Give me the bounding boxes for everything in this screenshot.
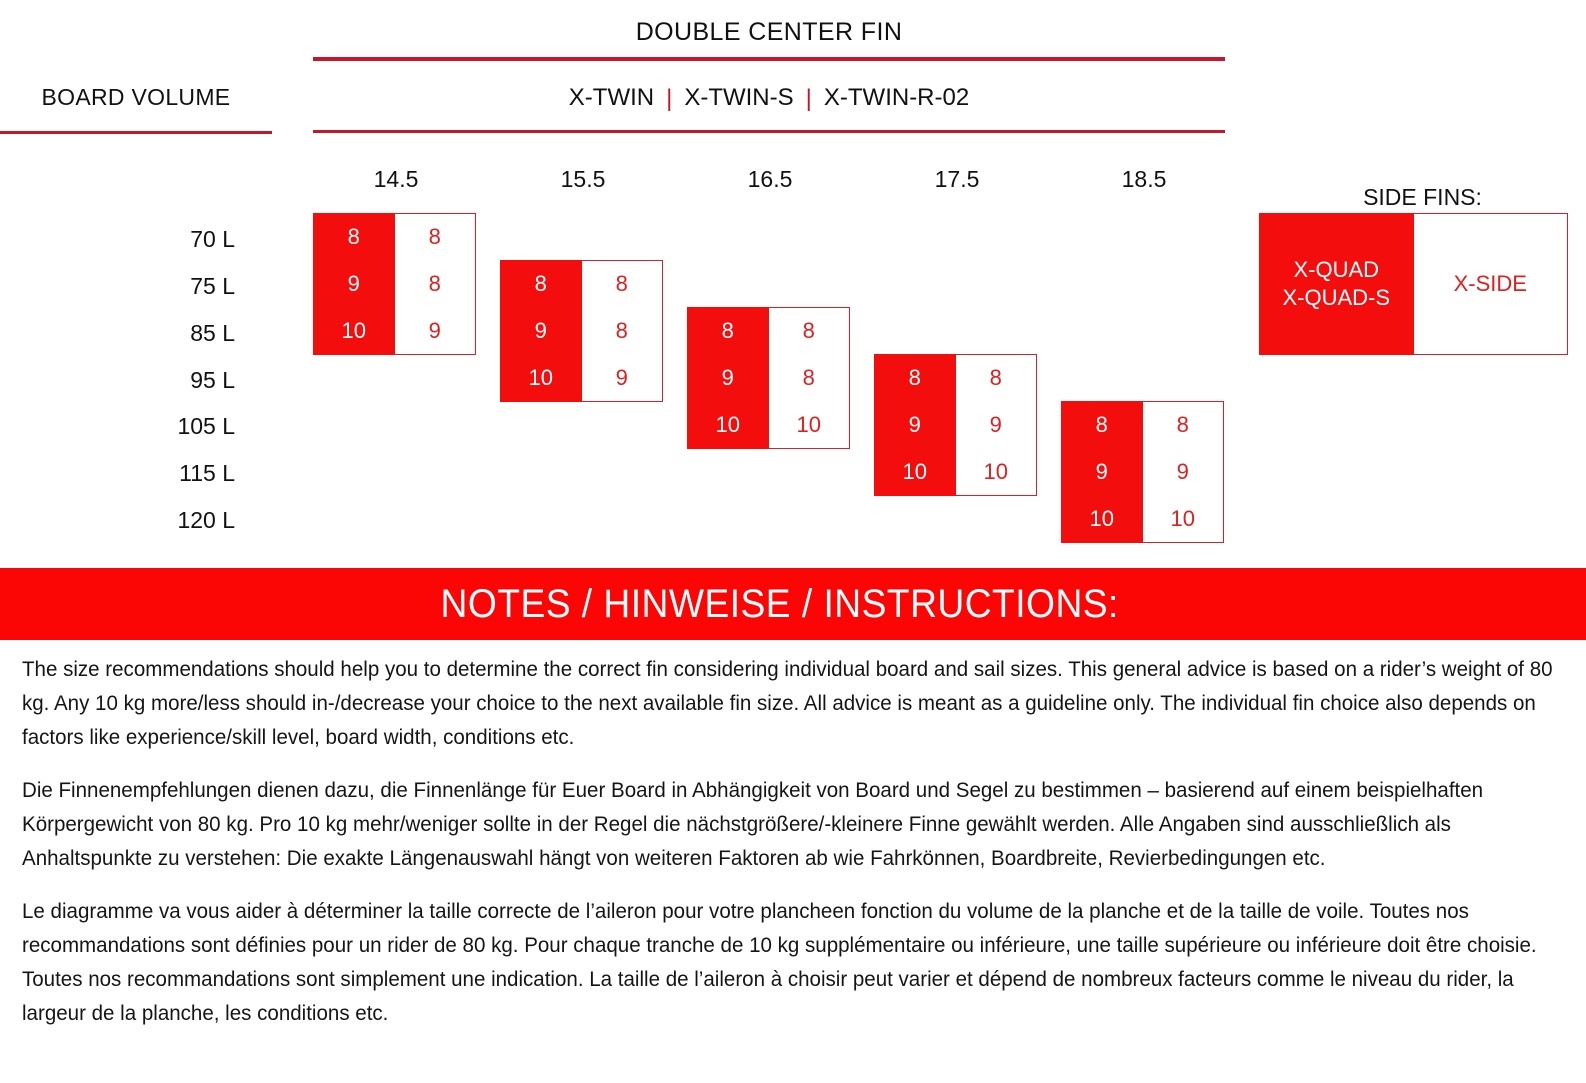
column-header-18-5: 18.5: [1121, 166, 1167, 192]
column-header-17-5: 17.5: [934, 166, 980, 192]
fin-cell: 10: [1170, 505, 1195, 531]
notes-body: The size recommendations should help you…: [22, 652, 1562, 1049]
fin-block-16-5-quad-column: 8 9 10: [687, 307, 769, 449]
fin-cell: 8: [1176, 412, 1189, 438]
fin-block-18-5-side-column: 8 9 10: [1142, 401, 1224, 543]
fin-cell: 8: [721, 318, 734, 344]
fin-cell: 10: [796, 411, 821, 437]
row-label-120l: 120 L: [177, 507, 235, 533]
board-volume-rule: [0, 131, 272, 134]
fin-cell: 8: [802, 365, 815, 390]
fin-cell: 9: [1095, 459, 1108, 484]
fin-model-list: X-TWIN | X-TWIN-S | X-TWIN-R-02: [313, 84, 1225, 112]
fin-cell: 9: [1176, 459, 1189, 484]
legend-side-half: X-SIDE: [1413, 213, 1568, 355]
notes-paragraph-french: Le diagramme va vous aider à déterminer …: [22, 899, 1537, 1025]
fin-block-18-5-quad-column: 8 9 10: [1061, 401, 1143, 543]
legend-quad-label-2: X-QUAD-S: [1282, 285, 1391, 310]
fin-block-14-5-side-column: 8 8 9: [394, 213, 476, 355]
fin-cell: 9: [908, 412, 921, 437]
fin-cell: 8: [347, 224, 360, 250]
side-fins-label: SIDE FINS:: [1363, 184, 1482, 210]
fin-cell: 9: [428, 317, 441, 343]
fin-model-x-twin-s: X-TWIN-S: [684, 84, 794, 111]
column-header-15-5: 15.5: [560, 166, 606, 192]
row-label-75l: 75 L: [190, 273, 235, 299]
notes-paragraph-english: The size recommendations should help you…: [22, 657, 1553, 749]
fin-block-15-5[interactable]: 8 9 10 8 8 9: [500, 260, 663, 402]
fin-cell: 10: [341, 317, 366, 343]
board-volume-title: BOARD VOLUME: [41, 84, 231, 110]
fin-cell: 8: [908, 365, 921, 391]
fin-model-x-twin: X-TWIN: [568, 84, 655, 111]
legend-side-label: X-SIDE: [1453, 270, 1527, 296]
side-fins-legend: X-QUAD X-QUAD-S X-SIDE: [1259, 213, 1568, 355]
fin-size-chart: DOUBLE CENTER FIN X-TWIN | X-TWIN-S | X-TWIN…: [0, 18, 1568, 543]
double-center-fin-rule-bottom: [313, 130, 1225, 133]
column-header-16-5: 16.5: [747, 166, 793, 192]
column-header-14-5: 14.5: [373, 166, 419, 192]
fin-cell: 10: [1089, 505, 1114, 531]
legend-quad-label-1: X-QUAD: [1293, 256, 1380, 282]
notes-paragraph-german: Die Finnenempfehlungen dienen dazu, die …: [22, 778, 1484, 870]
fin-cell: 9: [721, 365, 734, 390]
fin-block-17-5-side-column: 8 9 10: [955, 354, 1037, 496]
fin-block-17-5[interactable]: 8 9 10 8 9 10: [874, 354, 1037, 496]
row-label-95l: 95 L: [190, 367, 235, 393]
row-label-115l: 115 L: [179, 460, 235, 486]
fin-block-16-5[interactable]: 8 9 10 8 8 10: [687, 307, 850, 449]
fin-cell: 9: [347, 271, 360, 296]
row-label-70l: 70 L: [190, 226, 235, 252]
fin-cell: 8: [534, 271, 547, 297]
fin-block-14-5[interactable]: 8 9 10 8 8 9: [313, 213, 476, 355]
fin-cell: 10: [902, 458, 927, 484]
fin-cell: 8: [428, 224, 441, 250]
fin-cell: 8: [428, 271, 441, 296]
double-center-fin-rule-top: [313, 57, 1225, 61]
fin-cell: 8: [1095, 412, 1108, 438]
fin-cell: 9: [534, 318, 547, 343]
fin-cell: 8: [615, 318, 628, 343]
row-label-105l: 105 L: [177, 413, 235, 439]
fin-cell: 9: [615, 364, 628, 390]
row-label-85l: 85 L: [190, 320, 235, 346]
notes-banner: NOTES / HINWEISE / INSTRUCTIONS:: [0, 568, 1586, 640]
fin-cell: 10: [983, 458, 1008, 484]
fin-cell: 10: [528, 364, 553, 390]
fin-cell: 8: [615, 271, 628, 297]
fin-block-18-5[interactable]: 8 9 10 8 9 10: [1061, 401, 1224, 543]
fin-block-15-5-quad-column: 8 9 10: [500, 260, 582, 402]
legend-quad-half: X-QUAD X-QUAD-S: [1259, 213, 1414, 355]
double-center-fin-title: DOUBLE CENTER FIN: [635, 18, 903, 46]
fin-cell: 8: [802, 318, 815, 344]
fin-block-16-5-side-column: 8 8 10: [768, 307, 850, 449]
notes-banner-title: NOTES / HINWEISE / INSTRUCTIONS:: [440, 581, 1120, 626]
fin-cell: 8: [989, 365, 1002, 391]
divider-pipe-icon: |: [666, 85, 673, 112]
fin-model-x-twin-r-02: X-TWIN-R-02: [823, 84, 970, 111]
fin-block-15-5-side-column: 8 8 9: [581, 260, 663, 402]
fin-block-17-5-quad-column: 8 9 10: [874, 354, 956, 496]
fin-block-14-5-quad-column: 8 9 10: [313, 213, 395, 355]
divider-pipe-icon: |: [805, 85, 812, 112]
fin-cell: 9: [989, 412, 1002, 437]
fin-cell: 10: [715, 411, 740, 437]
